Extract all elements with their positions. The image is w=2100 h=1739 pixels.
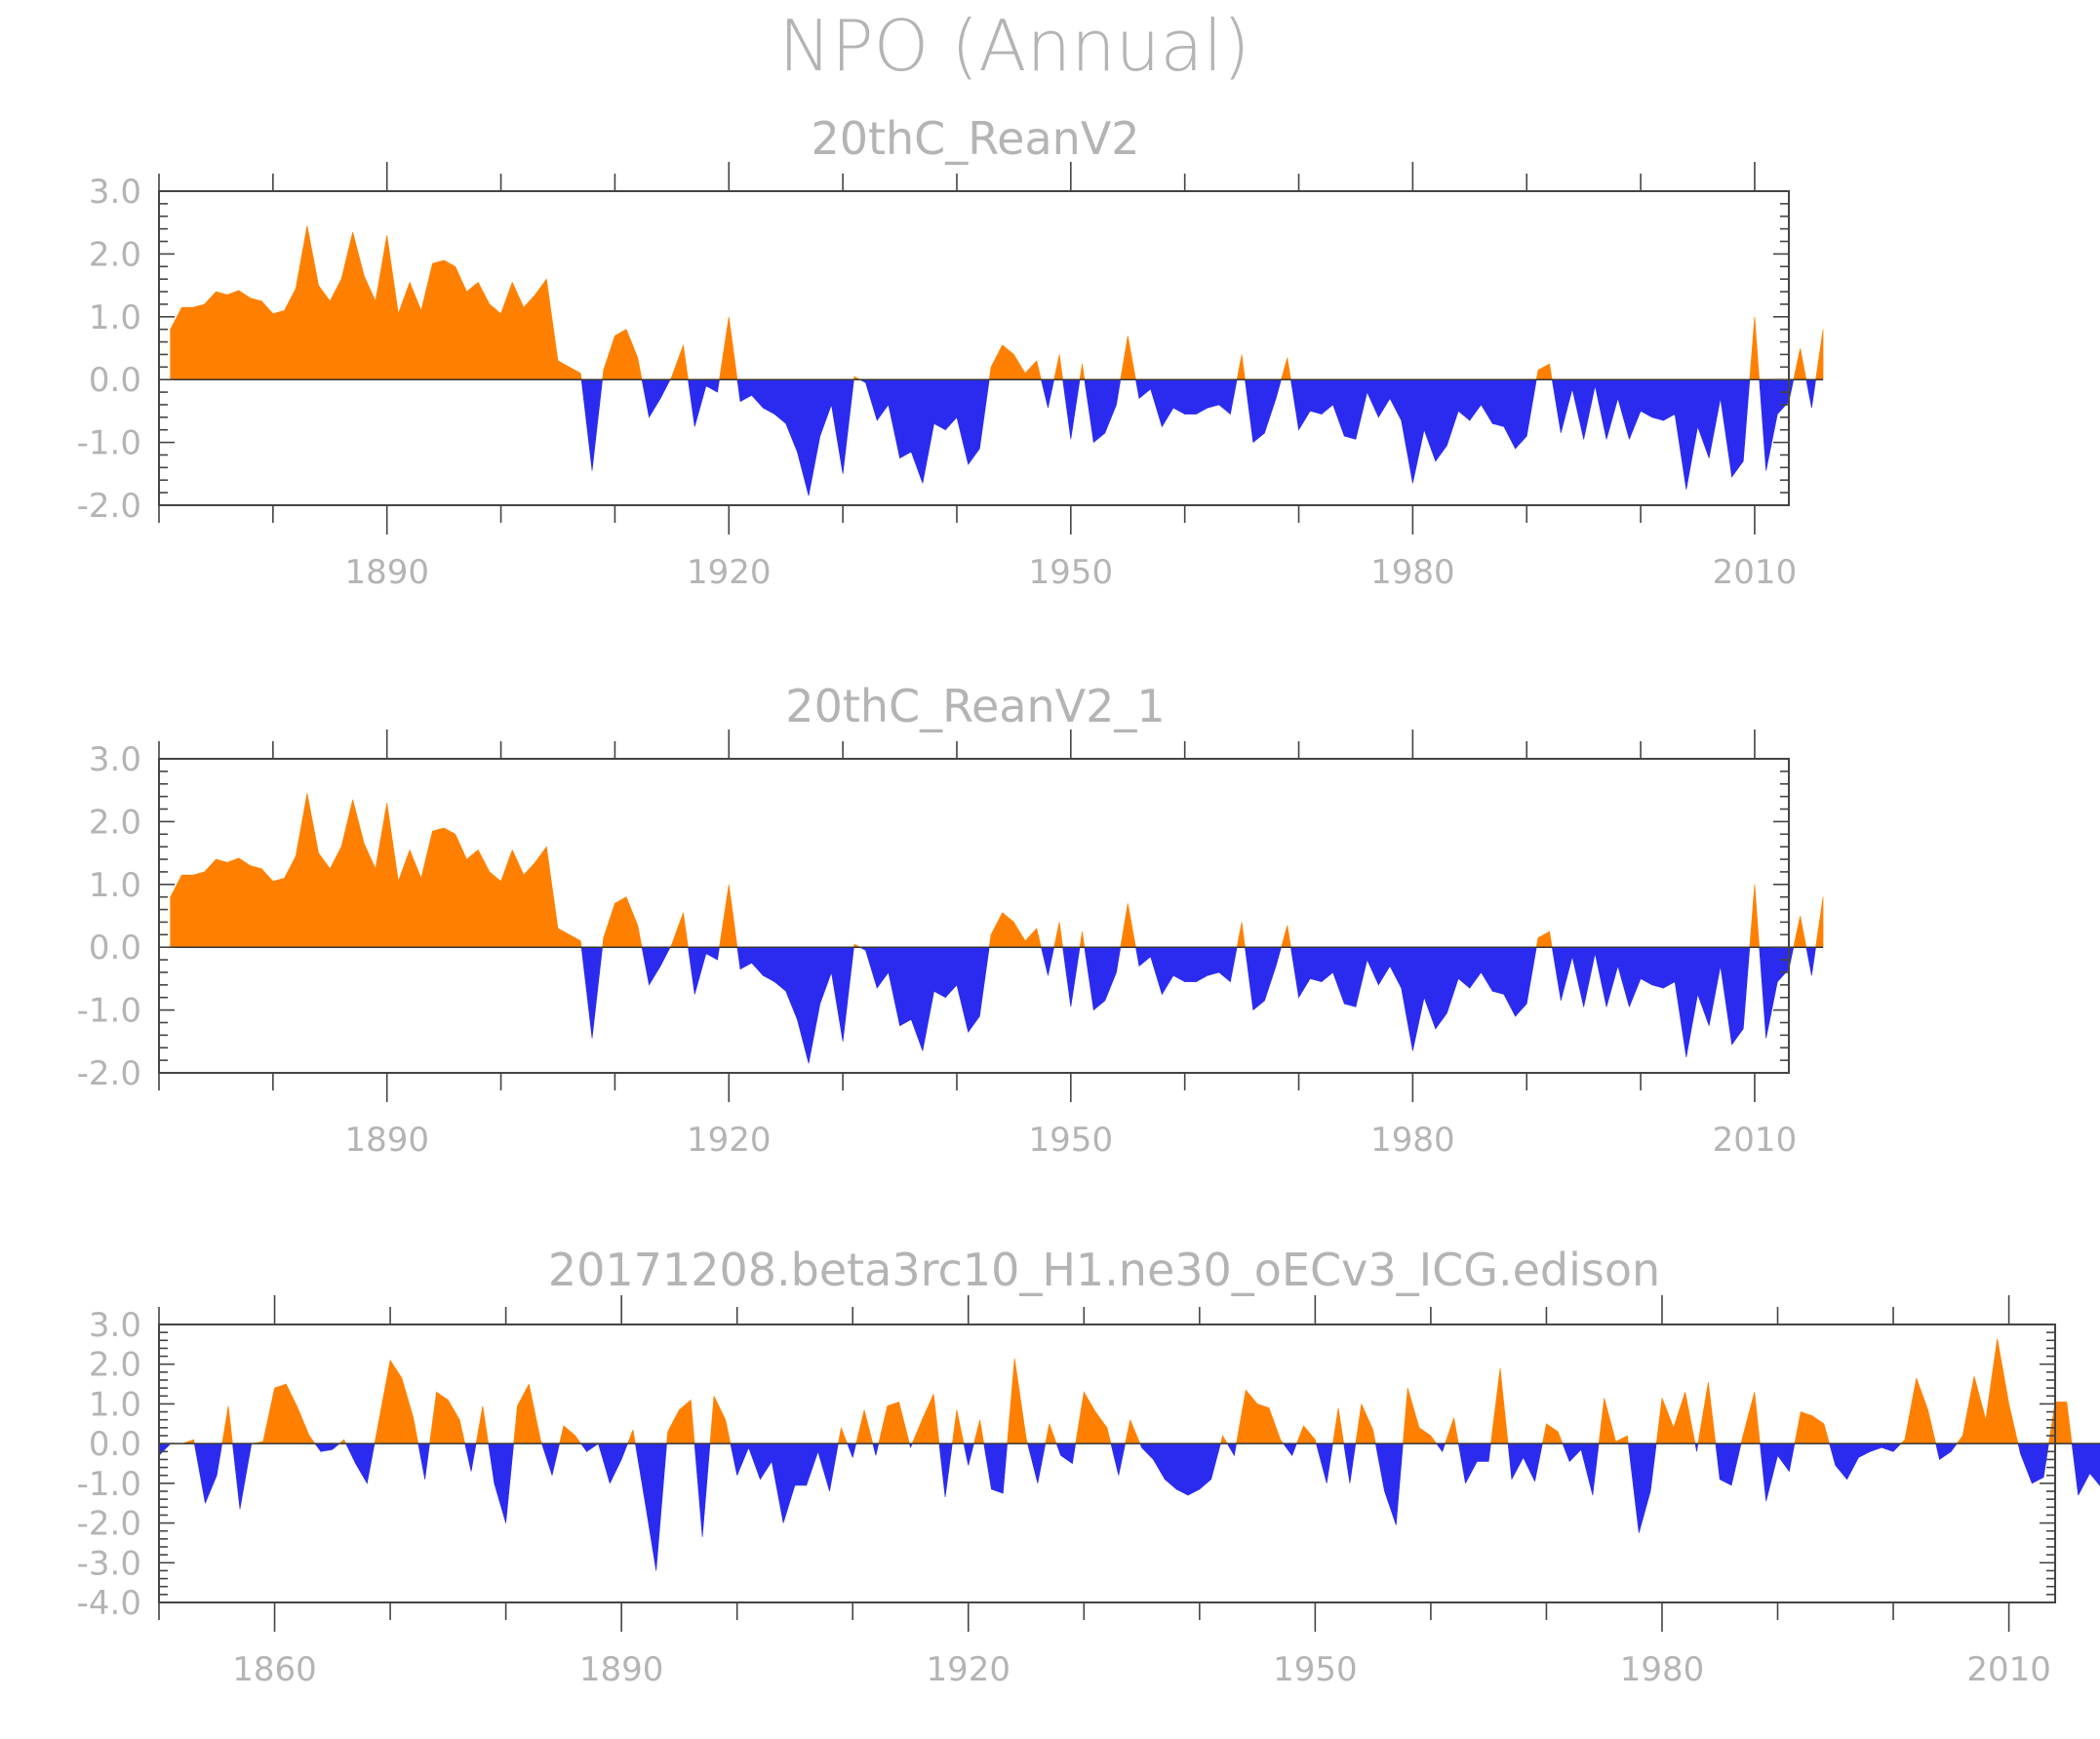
positive-anomaly-fill [170, 225, 1824, 380]
plot-frame [158, 1324, 2056, 1603]
x-tick-label: 1980 [1370, 553, 1455, 592]
panel-2: 20thC_ReanV2_1 3.0 2.0 1.0 0.0 -1.0 -2.0 1890 1… [77, 680, 1824, 1160]
figure-title: NPO (Annual) [778, 5, 1249, 87]
y-tick-label: 2.0 [89, 1346, 141, 1385]
y-tick-label: 3.0 [89, 173, 141, 212]
y-tick-label: 3.0 [89, 1306, 141, 1345]
positive-anomaly-fill [170, 793, 1824, 948]
y-tick-label: -2.0 [77, 487, 141, 526]
y-tick-label: -2.0 [77, 1505, 141, 1544]
negative-anomaly-fill [158, 1443, 2100, 1571]
y-tick-label: -4.0 [77, 1584, 141, 1623]
y-tick-label: 0.0 [89, 929, 141, 968]
x-tick-label: 2010 [1713, 1121, 1798, 1160]
plot-frame [158, 758, 1790, 1074]
panel-1: 20thC_ReanV2 3.0 2.0 1.0 0.0 -1.0 -2.0 1890 192… [77, 112, 1824, 592]
x-tick-label: 1920 [687, 553, 772, 592]
y-tick-label: 0.0 [89, 1425, 141, 1464]
y-tick-label: -1.0 [77, 424, 141, 463]
y-tick-label: -1.0 [77, 1465, 141, 1504]
x-tick-label: 1860 [232, 1650, 317, 1689]
y-tick-label: 0.0 [89, 361, 141, 400]
x-tick-label: 2010 [1966, 1650, 2051, 1689]
panel-2-title: 20thC_ReanV2_1 [785, 680, 1165, 732]
y-tick-label: 2.0 [89, 803, 141, 842]
negative-anomaly-fill [580, 946, 1816, 1064]
x-tick-label: 1950 [1029, 1121, 1114, 1160]
y-tick-label: 1.0 [89, 1385, 141, 1424]
x-tick-label: 1950 [1029, 553, 1114, 592]
x-tick-label: 1980 [1620, 1650, 1705, 1689]
x-tick-label: 1890 [344, 553, 429, 592]
x-tick-label: 1890 [344, 1121, 429, 1160]
x-tick-label: 1980 [1370, 1121, 1455, 1160]
x-tick-label: 1890 [579, 1650, 664, 1689]
y-tick-label: -3.0 [77, 1544, 141, 1583]
x-tick-label: 1950 [1273, 1650, 1358, 1689]
y-tick-label: -1.0 [77, 992, 141, 1031]
panel-3-title: 20171208.beta3rc10_H1.ne30_oECv3_ICG.edi… [548, 1244, 1660, 1296]
y-tick-label: 3.0 [89, 740, 141, 779]
negative-anomaly-fill [580, 378, 1816, 496]
positive-anomaly-fill [170, 1338, 2073, 1444]
y-tick-label: 1.0 [89, 298, 141, 337]
plot-frame [158, 190, 1790, 506]
x-tick-label: 1920 [926, 1650, 1010, 1689]
panel-1-title: 20thC_ReanV2 [811, 112, 1139, 165]
y-tick-label: 2.0 [89, 235, 141, 274]
x-tick-label: 2010 [1713, 553, 1798, 592]
y-tick-label: 1.0 [89, 866, 141, 905]
x-tick-label: 1920 [687, 1121, 772, 1160]
y-tick-label: -2.0 [77, 1054, 141, 1093]
panel-3: 20171208.beta3rc10_H1.ne30_oECv3_ICG.edi… [77, 1244, 2100, 1689]
